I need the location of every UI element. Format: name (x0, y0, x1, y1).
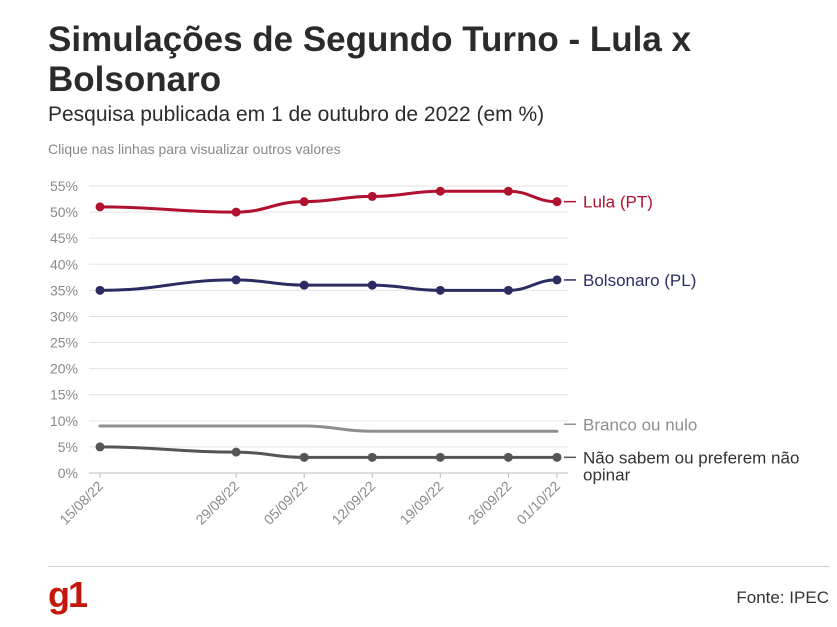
y-tick-label: 50% (50, 204, 78, 220)
data-point[interactable] (95, 285, 105, 295)
data-point[interactable] (299, 197, 309, 207)
data-point[interactable] (552, 197, 562, 207)
series-3[interactable] (95, 442, 562, 462)
data-point[interactable] (367, 280, 377, 290)
x-tick-label: 19/09/22 (397, 478, 447, 528)
series-lines[interactable] (95, 186, 562, 462)
source-note: Fonte: IPEC (736, 588, 829, 607)
y-axis-ticks: 0% 5% 10% 15% 20% 25% 30% 35% 40% 45% 50% 55% (50, 178, 78, 481)
chart-subtitle: Pesquisa publicada em 1 de outubro de 20… (48, 103, 545, 126)
data-point[interactable] (299, 452, 309, 462)
series-2[interactable] (98, 424, 559, 433)
x-tick-label: 29/08/22 (192, 478, 242, 528)
grid (89, 185, 568, 474)
series-line[interactable] (98, 424, 559, 433)
chart-title: Simulações de Segundo Turno - Lula x Bol… (48, 20, 692, 99)
data-point[interactable] (299, 280, 309, 290)
data-point[interactable] (503, 285, 513, 295)
data-point[interactable] (435, 285, 445, 295)
data-point[interactable] (231, 275, 241, 285)
data-point[interactable] (503, 186, 513, 196)
series-label: Não sabem ou preferem não opinar (583, 448, 799, 484)
g1-logo: g1 (48, 574, 88, 615)
y-tick-label: 0% (58, 465, 78, 481)
data-point[interactable] (95, 202, 105, 212)
chart-hint: Clique nas linhas para visualizar outros… (48, 141, 341, 157)
series-line[interactable] (98, 278, 559, 292)
data-point[interactable] (231, 207, 241, 217)
series-line[interactable] (98, 445, 559, 459)
series-labels: Lula (PT) Bolsonaro (PL) Branco ou nulo Não… (564, 193, 799, 484)
x-axis-ticks: 15/08/22 29/08/22 05/09/22 12/09/22 19/09/22… (56, 473, 563, 528)
data-point[interactable] (552, 275, 562, 285)
series-1[interactable] (95, 275, 562, 295)
x-tick-label: 01/10/22 (513, 478, 563, 528)
data-point[interactable] (435, 186, 445, 196)
x-tick-label: 15/08/22 (56, 478, 106, 528)
y-tick-label: 35% (50, 282, 78, 298)
y-tick-label: 20% (50, 361, 78, 377)
series-label: Lula (PT) (583, 193, 653, 212)
y-tick-label: 15% (50, 387, 78, 403)
y-tick-label: 30% (50, 308, 78, 324)
series-label: Bolsonaro (PL) (583, 271, 696, 290)
x-tick-label: 26/09/22 (465, 478, 515, 528)
footer-divider (48, 566, 830, 567)
data-point[interactable] (503, 452, 513, 462)
series-label: Branco ou nulo (583, 415, 697, 434)
series-0[interactable] (95, 186, 562, 217)
y-tick-label: 25% (50, 335, 78, 351)
y-tick-label: 40% (50, 256, 78, 272)
data-point[interactable] (435, 452, 445, 462)
data-point[interactable] (367, 452, 377, 462)
y-tick-label: 5% (58, 439, 78, 455)
y-tick-label: 45% (50, 230, 78, 246)
line-chart[interactable]: 0% 5% 10% 15% 20% 25% 30% 35% 40% 45% 50% 55% 15/08… (0, 160, 837, 560)
series-line[interactable] (98, 189, 559, 214)
y-tick-label: 55% (50, 178, 78, 194)
x-tick-label: 12/09/22 (329, 478, 379, 528)
data-point[interactable] (95, 442, 105, 452)
data-point[interactable] (367, 191, 377, 201)
data-point[interactable] (231, 447, 241, 457)
data-point[interactable] (552, 452, 562, 462)
y-tick-label: 10% (50, 413, 78, 429)
x-tick-label: 05/09/22 (260, 478, 310, 528)
